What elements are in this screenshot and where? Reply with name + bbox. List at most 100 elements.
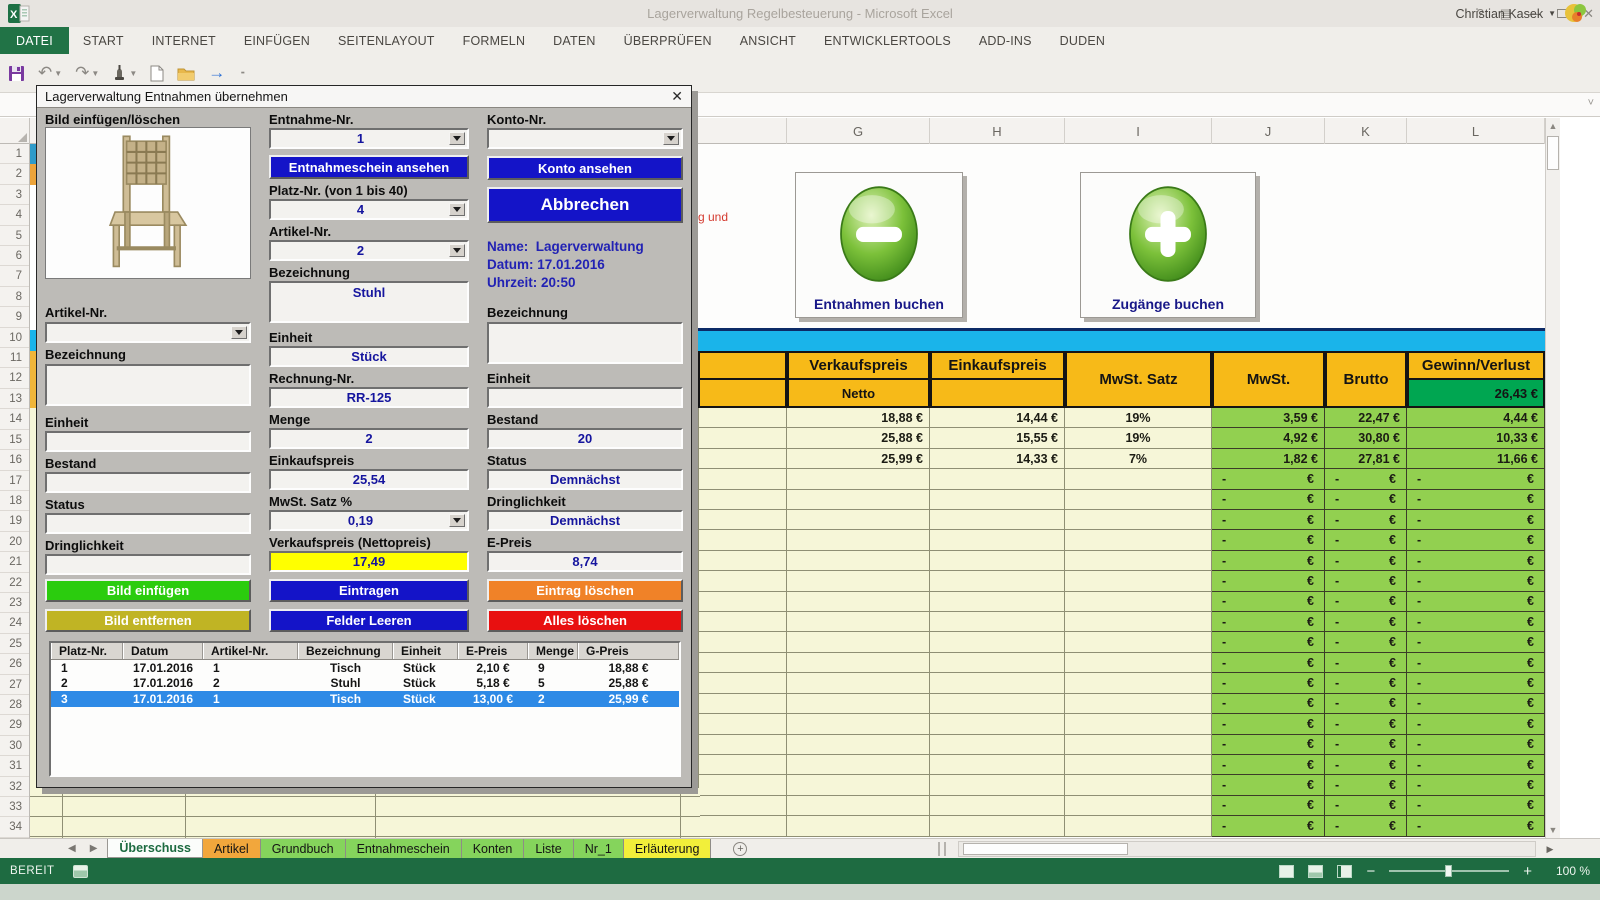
list-header-cell[interactable]: Platz-Nr.	[51, 643, 123, 659]
row-header[interactable]: 12	[0, 368, 29, 389]
left-status-field[interactable]	[45, 513, 251, 534]
page-break-view-icon[interactable]	[1337, 864, 1353, 878]
page-layout-view-icon[interactable]	[1308, 864, 1324, 878]
sheet-tab[interactable]: Erläuterung	[623, 839, 712, 858]
ribbon-tab[interactable]: ENTWICKLERTOOLS	[824, 33, 951, 48]
entnahme-dropdown[interactable]: 1	[269, 128, 469, 149]
platz-dropdown[interactable]: 4	[269, 199, 469, 220]
tab-scroll-right-icon[interactable]: ▶	[89, 843, 98, 854]
column-header[interactable]: K	[1325, 118, 1407, 144]
scroll-up-icon[interactable]: ▲	[1548, 121, 1558, 131]
sheet-empty-row[interactable]: - € - € - €	[698, 510, 1545, 531]
chevron-down-icon[interactable]: ▼	[129, 68, 138, 78]
left-artikel-dropdown[interactable]	[45, 322, 251, 343]
row-header[interactable]: 13	[0, 389, 29, 410]
right-dringlichkeit-field[interactable]: Demnächst	[487, 510, 683, 531]
normal-view-icon[interactable]	[1279, 864, 1295, 878]
row-header[interactable]: 14	[0, 409, 29, 430]
chevron-down-icon[interactable]: ▼	[91, 68, 100, 78]
dialog-title-bar[interactable]: Lagerverwaltung Entnahmen übernehmen ✕	[37, 86, 691, 108]
sheet-tab[interactable]: Konten	[461, 839, 525, 858]
row-header[interactable]: 16	[0, 450, 29, 471]
list-row[interactable]: 2 17.01.2016 2 Stuhl Stück 5,18 € 5 25,8…	[61, 676, 649, 691]
sheet-data-row[interactable]: 25,99 € 14,33 € 7% 1,82 € 27,81 € 11,66 …	[698, 448, 1545, 470]
row-header[interactable]: 4	[0, 205, 29, 226]
verkaufspreis-field[interactable]: 17,49	[269, 551, 469, 572]
row-header[interactable]: 9	[0, 307, 29, 328]
row-header[interactable]: 29	[0, 715, 29, 736]
vertical-scroll-thumb[interactable]	[1547, 136, 1559, 170]
sheet-empty-row[interactable]: - € - € - €	[698, 489, 1545, 511]
macro-record-icon[interactable]	[72, 864, 88, 878]
row-header[interactable]: 1	[0, 144, 29, 165]
row-header[interactable]: 33	[0, 797, 29, 818]
abbrechen-button[interactable]: Abbrechen	[487, 187, 683, 223]
ribbon-tab[interactable]: ANSICHT	[739, 33, 796, 48]
dropdown-arrow-icon[interactable]	[449, 203, 465, 216]
select-all-corner[interactable]	[0, 118, 30, 144]
row-header[interactable]: 24	[0, 613, 29, 634]
mwst-satz-dropdown[interactable]: 0,19	[269, 510, 469, 531]
mid-bezeichnung-field[interactable]: Stuhl	[269, 281, 469, 323]
zoom-slider-thumb[interactable]	[1445, 865, 1453, 877]
dropdown-arrow-icon[interactable]	[449, 514, 465, 527]
row-header[interactable]: 3	[0, 185, 29, 206]
format-painter-icon[interactable]: ▼	[112, 65, 137, 81]
ribbon-tab[interactable]: FORMELN	[462, 33, 526, 48]
row-header[interactable]: 7	[0, 266, 29, 287]
ribbon-tab[interactable]: ADD-INS	[978, 33, 1032, 48]
undo-icon[interactable]: ↶ ▼	[38, 63, 63, 82]
list-header-cell[interactable]: G-Preis	[578, 643, 679, 659]
sheet-empty-row[interactable]: - € - € - €	[698, 591, 1545, 613]
list-header-cell[interactable]: Menge	[528, 643, 578, 659]
bild-entfernen-button[interactable]: Bild entfernen	[45, 609, 251, 632]
left-einheit-field[interactable]	[45, 431, 251, 452]
entnahmen-buchen-button[interactable]: Entnahmen buchen	[795, 172, 963, 318]
save-icon[interactable]	[8, 65, 25, 82]
zoom-in-icon[interactable]: +	[1523, 862, 1532, 880]
row-header[interactable]: 17	[0, 471, 29, 491]
sheet-empty-row[interactable]: - € - € - €	[698, 775, 1545, 796]
chevron-down-icon[interactable]: ▼	[54, 68, 63, 78]
sheet-empty-row[interactable]: - € - € - €	[698, 550, 1545, 572]
right-bestand-field[interactable]: 20	[487, 428, 683, 449]
list-row[interactable]: 3 17.01.2016 1 Tisch Stück 13,00 € 2 25,…	[51, 691, 679, 707]
column-header[interactable]: J	[1212, 118, 1325, 144]
sheet-empty-row[interactable]: - € - € - €	[698, 816, 1545, 837]
tab-scroll-left-icon[interactable]: ◀	[68, 843, 76, 854]
menge-field[interactable]: 2	[269, 428, 469, 449]
list-header-cell[interactable]: Einheit	[393, 643, 458, 659]
column-header[interactable]: H	[930, 118, 1065, 144]
entnahmeschein-ansehen-button[interactable]: Entnahmeschein ansehen	[269, 155, 469, 179]
sheet-empty-row[interactable]: - € - € - €	[698, 693, 1545, 715]
list-header-cell[interactable]: Artikel-Nr.	[203, 643, 298, 659]
sheet-empty-row[interactable]: - € - € - €	[698, 632, 1545, 653]
column-header[interactable]: I	[1065, 118, 1212, 144]
row-header[interactable]: 25	[0, 634, 29, 655]
ribbon-tab[interactable]: DATEN	[553, 33, 596, 48]
forward-arrow-icon[interactable]: →	[208, 63, 226, 82]
ribbon-display-options-icon[interactable]: ▤	[1499, 5, 1513, 21]
mid-artikel-dropdown[interactable]: 2	[269, 240, 469, 261]
dropdown-arrow-icon[interactable]	[663, 132, 679, 145]
left-bestand-field[interactable]	[45, 472, 251, 493]
zoom-out-icon[interactable]: −	[1366, 862, 1376, 880]
zugaenge-buchen-button[interactable]: Zugänge buchen	[1080, 172, 1256, 318]
sheet-empty-row[interactable]: - € - € - €	[698, 571, 1545, 592]
konto-dropdown[interactable]	[487, 128, 683, 149]
mid-einheit-field[interactable]: Stück	[269, 346, 469, 367]
row-header[interactable]: 15	[0, 430, 29, 451]
row-header[interactable]: 22	[0, 573, 29, 593]
eintrag-loeschen-button[interactable]: Eintrag löschen	[487, 579, 683, 602]
ribbon-tab[interactable]: SEITENLAYOUT	[338, 33, 435, 48]
sheet-tab[interactable]: Liste	[524, 839, 574, 858]
column-header[interactable]: L	[1407, 118, 1545, 144]
konto-ansehen-button[interactable]: Konto ansehen	[487, 156, 683, 180]
scroll-right-icon[interactable]: ▶	[1546, 844, 1554, 854]
new-document-icon[interactable]	[150, 65, 164, 82]
list-header-cell[interactable]: Datum	[123, 643, 203, 659]
expand-formula-bar-icon[interactable]: ˅	[1587, 97, 1594, 109]
sheet-empty-row[interactable]: - € - € - €	[698, 612, 1545, 633]
alles-loeschen-button[interactable]: Alles löschen	[487, 609, 683, 632]
horizontal-scroll-thumb[interactable]	[963, 843, 1128, 855]
